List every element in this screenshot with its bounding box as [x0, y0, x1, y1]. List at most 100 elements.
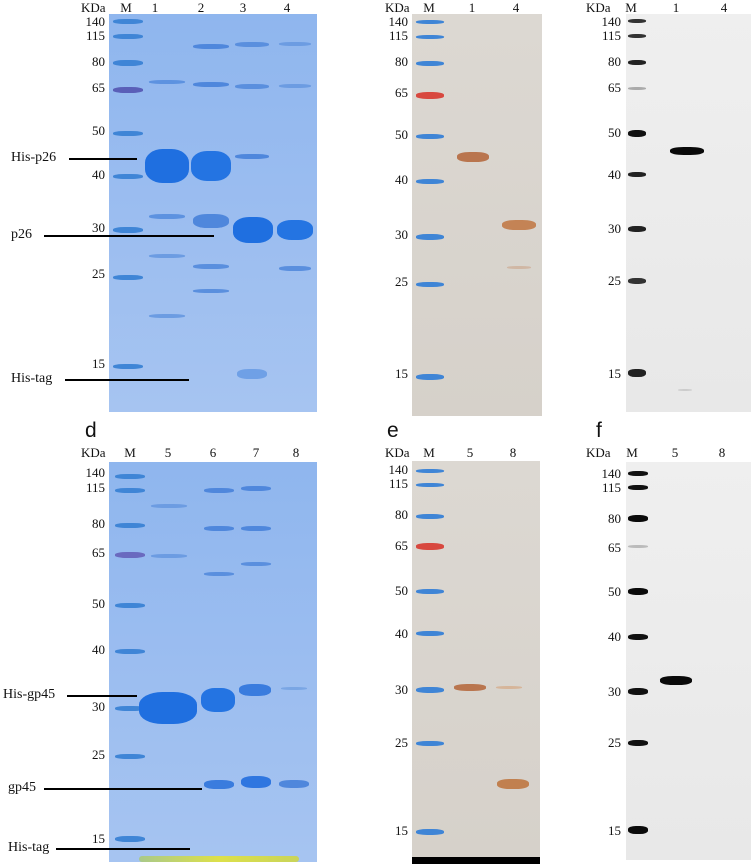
ladder-band	[416, 234, 444, 240]
band	[235, 42, 269, 47]
ladder-band	[416, 134, 444, 139]
kda-header-b: KDa	[385, 0, 410, 15]
lane-label-d-5: 5	[164, 445, 172, 460]
ladder-band	[113, 364, 143, 369]
band-his-p26-lane2	[191, 151, 231, 181]
mw-d-115: 115	[85, 480, 105, 495]
band	[235, 154, 269, 159]
ladder-band	[628, 34, 646, 38]
mw-d-80: 80	[92, 516, 105, 531]
ladder-band	[113, 34, 143, 39]
band	[241, 526, 271, 531]
lane-label-b-m: M	[423, 0, 435, 15]
band	[507, 266, 531, 269]
ladder-band	[416, 35, 444, 39]
band	[279, 42, 311, 46]
mw-d-140: 140	[85, 465, 106, 480]
panel-letter-d: d	[85, 419, 97, 442]
pointer-line	[56, 848, 190, 850]
ladder-band	[628, 172, 646, 177]
panel-letter-f: f	[596, 419, 602, 442]
callout-his-tag-bottom: His-tag	[8, 840, 50, 855]
lane-label-a-1: 1	[151, 0, 159, 15]
mw-c-115: 115	[601, 28, 621, 43]
mw-d-65: 65	[92, 545, 105, 560]
ladder-band	[628, 60, 646, 65]
band	[151, 504, 187, 508]
band-gp45-lane8	[279, 780, 309, 788]
ladder-band-red	[416, 543, 444, 550]
band	[149, 214, 185, 219]
callout-his-tag-top: His-tag	[11, 371, 53, 386]
mw-b-15: 15	[395, 366, 408, 381]
pointer-line	[44, 235, 214, 237]
pointer-line	[69, 158, 137, 160]
ladder-band	[115, 488, 145, 493]
lane-label-d-8: 8	[292, 445, 300, 460]
mw-a-25: 25	[92, 266, 105, 281]
band	[151, 554, 187, 558]
ladder-band	[416, 687, 444, 693]
band	[241, 486, 271, 491]
mw-e-25: 25	[395, 735, 408, 750]
ladder-band	[628, 740, 648, 746]
lane-label-d-6: 6	[209, 445, 217, 460]
mw-f-115: 115	[601, 480, 621, 495]
band	[279, 266, 311, 271]
ladder-band-red	[416, 92, 444, 99]
ladder-band	[628, 545, 648, 548]
lane-label-b-1: 1	[468, 0, 476, 15]
gel-d	[109, 462, 317, 862]
mw-a-65: 65	[92, 80, 105, 95]
mw-e-30: 30	[395, 682, 408, 697]
kda-header-f: KDa	[586, 445, 611, 460]
lane-label-f-m: M	[626, 445, 638, 460]
mw-f-140: 140	[601, 466, 622, 481]
mw-c-15: 15	[608, 366, 621, 381]
pointer-line	[65, 379, 189, 381]
ladder-band	[115, 603, 145, 608]
mw-c-25: 25	[608, 273, 621, 288]
mw-f-50: 50	[608, 584, 621, 599]
panel-letter-e: e	[387, 419, 399, 442]
band	[149, 254, 185, 258]
mw-f-40: 40	[608, 629, 621, 644]
lane-label-a-4: 4	[283, 0, 291, 15]
ladder-band	[115, 754, 145, 759]
lane-label-a-3: 3	[239, 0, 247, 15]
mw-a-30: 30	[92, 220, 105, 235]
mw-b-140: 140	[388, 14, 409, 29]
dye-front	[139, 856, 299, 862]
ladder-band	[115, 649, 145, 654]
mw-f-15: 15	[608, 823, 621, 838]
callout-gp45: gp45	[8, 780, 36, 795]
ladder-band	[628, 130, 646, 137]
lane-label-c-1: 1	[672, 0, 680, 15]
band	[193, 44, 229, 49]
ladder-band	[113, 60, 143, 66]
mw-f-30: 30	[608, 684, 621, 699]
mw-b-50: 50	[395, 127, 408, 142]
mw-e-50: 50	[395, 583, 408, 598]
ladder-band	[113, 87, 143, 93]
band	[204, 488, 234, 493]
band	[281, 687, 307, 690]
kda-header-d: KDa	[81, 445, 106, 460]
band-his-p26-ponceau	[457, 152, 489, 162]
band-his-gp45-lane7	[239, 684, 271, 696]
ladder-band	[416, 829, 444, 835]
lane-label-f-8: 8	[718, 445, 726, 460]
band-his-gp45-western	[660, 676, 692, 685]
ladder-band	[628, 19, 646, 23]
ladder-band	[113, 19, 143, 24]
lane-label-b-4: 4	[512, 0, 520, 15]
mw-a-15: 15	[92, 356, 105, 371]
mw-d-50: 50	[92, 596, 105, 611]
gel-e	[412, 461, 540, 857]
lane-label-e-8: 8	[509, 445, 517, 460]
mw-e-80: 80	[395, 507, 408, 522]
ladder-band	[628, 826, 648, 834]
mw-b-115: 115	[388, 28, 408, 43]
ladder-band	[628, 471, 648, 476]
mw-b-30: 30	[395, 227, 408, 242]
